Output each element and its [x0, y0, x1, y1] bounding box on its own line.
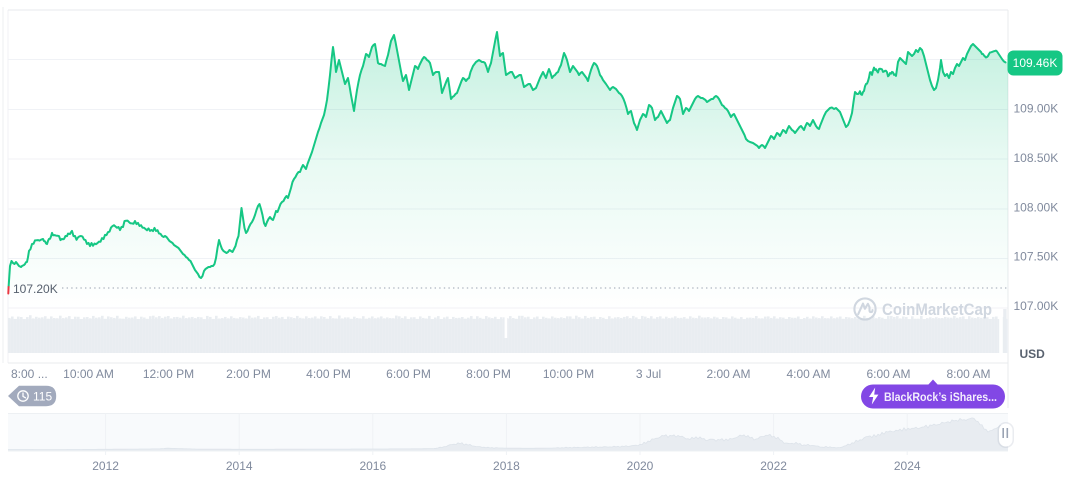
svg-text:107.50K: 107.50K [1014, 250, 1059, 264]
svg-text:3 Jul: 3 Jul [636, 367, 661, 381]
svg-text:BlackRock’s iShares...: BlackRock’s iShares... [884, 390, 997, 404]
svg-text:115: 115 [33, 390, 52, 404]
svg-text:109.46K: 109.46K [1013, 56, 1058, 70]
svg-text:2020: 2020 [627, 459, 654, 473]
svg-text:CoinMarketCap: CoinMarketCap [882, 300, 992, 319]
svg-text:USD: USD [1020, 347, 1046, 361]
svg-text:2018: 2018 [493, 459, 520, 473]
svg-text:2:00 AM: 2:00 AM [706, 367, 750, 381]
svg-text:108.00K: 108.00K [1014, 200, 1059, 214]
svg-text:109.00K: 109.00K [1014, 102, 1059, 116]
svg-text:8:00 PM: 8:00 PM [466, 367, 511, 381]
svg-text:2012: 2012 [92, 459, 119, 473]
svg-text:10:00 AM: 10:00 AM [63, 367, 114, 381]
svg-text:4:00 AM: 4:00 AM [786, 367, 830, 381]
svg-text:6:00 AM: 6:00 AM [866, 367, 910, 381]
svg-text:2014: 2014 [226, 459, 253, 473]
svg-text:12:00 PM: 12:00 PM [143, 367, 194, 381]
svg-text:2024: 2024 [894, 459, 921, 473]
svg-text:108.50K: 108.50K [1014, 151, 1059, 165]
svg-text:2016: 2016 [359, 459, 386, 473]
svg-text:107.00K: 107.00K [1014, 299, 1059, 313]
svg-text:2022: 2022 [760, 459, 787, 473]
svg-text:6:00 PM: 6:00 PM [386, 367, 431, 381]
svg-text:8:00 ...: 8:00 ... [11, 367, 48, 381]
svg-text:107.20K: 107.20K [13, 282, 58, 296]
svg-text:2:00 PM: 2:00 PM [226, 367, 271, 381]
svg-text:10:00 PM: 10:00 PM [543, 367, 594, 381]
svg-text:4:00 PM: 4:00 PM [306, 367, 351, 381]
svg-text:8:00 AM: 8:00 AM [946, 367, 990, 381]
